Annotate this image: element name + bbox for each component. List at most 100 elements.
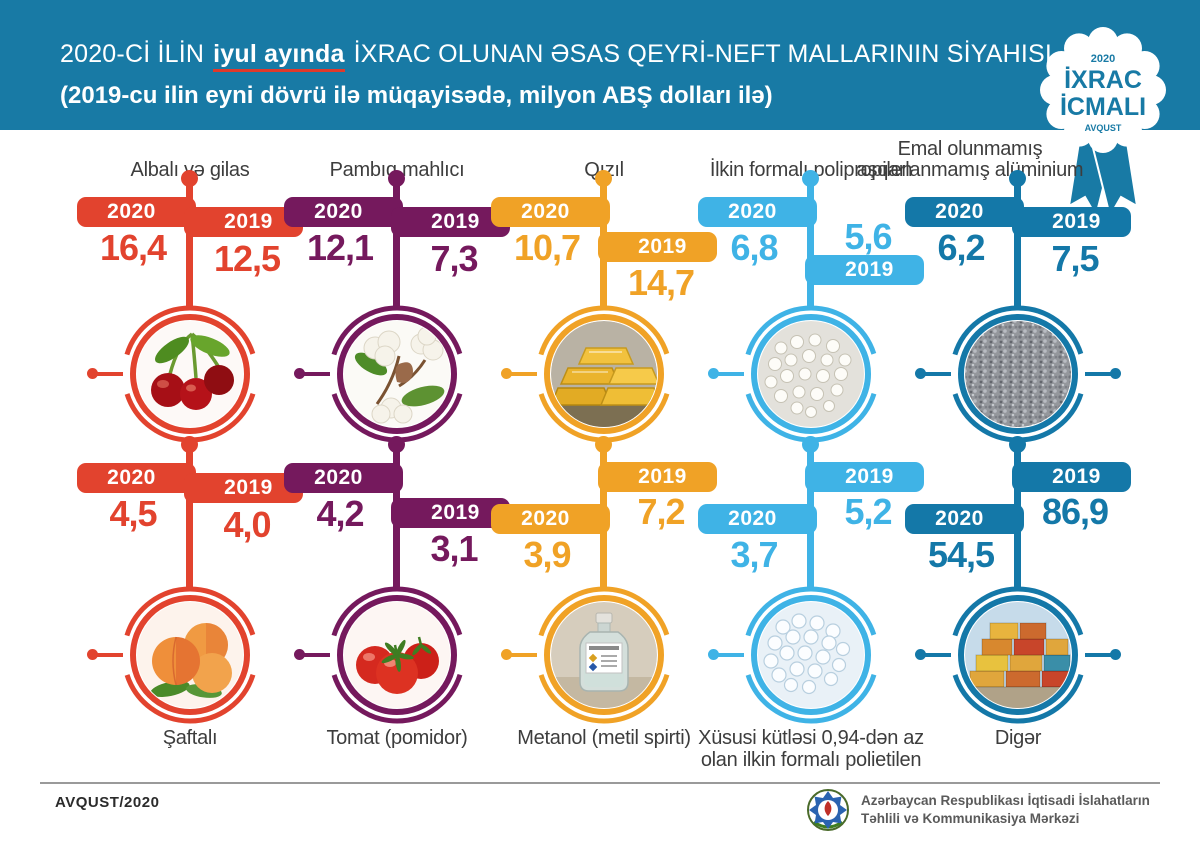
polyethylene-granules-image — [758, 602, 864, 708]
connector-line — [95, 372, 123, 376]
year-label: 2020 — [935, 200, 984, 223]
product-photo-circle — [534, 304, 674, 444]
year-ribbon-2019: 2019 — [391, 498, 510, 528]
year-ribbon-2020: 2020 — [77, 197, 196, 227]
year-label: 2019 — [1052, 210, 1101, 233]
pin-dot-icon — [1009, 170, 1026, 187]
connector-line — [1085, 372, 1113, 376]
value-2019: 86,9 — [1041, 491, 1109, 532]
product-name: Xüsusi kütləsi 0,94-dən az olan ilkin fo… — [698, 727, 924, 771]
year-ribbon-2019: 2019 — [1012, 207, 1131, 237]
year-ribbon-2019: 2019 — [805, 462, 924, 492]
header-band: 2020-Cİ İLİN iyul ayında İXRAC OLUNAN ƏSAS… — [0, 0, 1200, 130]
pin-dot-icon — [595, 436, 612, 453]
connector-line — [95, 653, 123, 657]
year-ribbon-2019: 2019 — [184, 473, 303, 503]
value-flag: 2020 10,7 2019 14,7 — [491, 170, 717, 306]
year-label: 2019 — [224, 210, 273, 233]
value-2019: 5,2 — [844, 491, 892, 532]
value-2019: 7,3 — [430, 238, 478, 279]
year-ribbon-2020: 2020 — [284, 463, 403, 493]
aluminium-image — [965, 321, 1071, 427]
product-name: Digər — [994, 727, 1042, 749]
connector-line — [716, 653, 744, 657]
value-2020: 3,9 — [523, 534, 571, 575]
product-card-polypropylene: İlkin formalı polipropilen 2020 6,8 5,6 … — [698, 118, 924, 458]
product-name: Şaftalı — [162, 727, 218, 749]
connector-line — [923, 372, 951, 376]
connector-line — [716, 372, 744, 376]
title-suffix: İXRAC OLUNAN ƏSAS QEYRİ-NEFT MALLARININ … — [353, 40, 1053, 68]
footer-divider — [40, 782, 1160, 784]
methanol-bottle-image — [551, 602, 657, 708]
product-photo-circle — [534, 585, 674, 725]
value-flag: 2020 6,8 5,6 2019 — [698, 170, 924, 306]
year-label: 2020 — [728, 507, 777, 530]
pin-dot-icon — [181, 170, 198, 187]
year-label: 2019 — [845, 465, 894, 488]
badge-line1: İXRAC — [1064, 66, 1142, 94]
year-label: 2020 — [521, 507, 570, 530]
value-2020: 4,5 — [109, 493, 157, 534]
product-name: Emal olunmamış aşqarlanmamış alüminium — [856, 137, 1084, 182]
pin-stem — [1014, 178, 1021, 306]
year-label: 2020 — [314, 200, 363, 223]
value-2019: 14,7 — [627, 262, 695, 303]
connector-line — [1085, 653, 1113, 657]
cherries-image — [137, 321, 243, 427]
value-flag: 2020 4,2 2019 3,1 — [284, 436, 510, 587]
value-2020: 6,2 — [937, 227, 985, 268]
product-card-aluminium: Emal olunmamış aşqarlanmamış alüminium 2… — [857, 118, 1131, 458]
title-highlight: iyul ayında — [213, 40, 345, 72]
pin-dot-icon — [388, 170, 405, 187]
connector-dot — [87, 368, 98, 379]
year-ribbon-2020: 2020 — [698, 197, 817, 227]
year-label: 2020 — [314, 466, 363, 489]
connector-dot — [294, 649, 305, 660]
page-title: 2020-Cİ İLİN iyul ayında İXRAC OLUNAN ƏSAS… — [60, 40, 1053, 72]
product-card-cherries: Albalı və gilas 2020 16,4 2019 12,5 — [77, 118, 303, 458]
value-2020: 10,7 — [513, 227, 581, 268]
connector-line — [302, 653, 330, 657]
pin-dot-icon — [802, 170, 819, 187]
connector-line — [302, 372, 330, 376]
organization-credit: Azərbaycan Respublikası İqtisadi İslahat… — [806, 788, 1150, 832]
pin-dot-icon — [1009, 436, 1026, 453]
badge-month: AVQUST — [1085, 123, 1122, 133]
connector-dot — [1110, 649, 1121, 660]
year-label: 2019 — [224, 476, 273, 499]
value-2020: 12,1 — [306, 227, 374, 268]
year-label: 2019 — [638, 465, 687, 488]
export-review-badge: 2020 İXRAC İCMALI AVQUST — [1028, 18, 1178, 233]
value-flag: 2019 5,2 2020 3,7 — [698, 436, 924, 587]
title-prefix: 2020-Cİ İLİN — [60, 40, 205, 68]
value-2019: 4,0 — [223, 504, 271, 545]
connector-dot — [501, 368, 512, 379]
value-flag: 2019 7,2 2020 3,9 — [491, 436, 717, 587]
pin-stem — [186, 444, 193, 587]
page-subtitle: (2019-cu ilin eyni dövrü ilə müqayisədə,… — [60, 82, 773, 109]
badge-ribbon-tails — [1067, 134, 1139, 219]
value-flag: 2020 6,2 2019 7,5 — [905, 170, 1131, 306]
value-2019: 3,1 — [430, 528, 478, 569]
year-label: 2020 — [107, 200, 156, 223]
year-label: 2020 — [728, 200, 777, 223]
product-card-other: 2019 86,9 2020 54,5 — [905, 436, 1131, 786]
year-label: 2019 — [1052, 465, 1101, 488]
product-photo-circle — [120, 304, 260, 444]
value-2020: 16,4 — [99, 227, 167, 268]
product-card-polyethylene: 2019 5,2 2020 3,7 — [698, 436, 924, 786]
year-label: 2019 — [638, 235, 687, 258]
pin-dot-icon — [595, 170, 612, 187]
connector-dot — [294, 368, 305, 379]
product-card-gold: Qızıl 2020 10,7 2019 14,7 — [491, 118, 717, 458]
year-ribbon-2019: 2019 — [1012, 462, 1131, 492]
pin-dot-icon — [388, 436, 405, 453]
connector-line — [509, 372, 537, 376]
connector-line — [509, 653, 537, 657]
product-photo-circle — [741, 585, 881, 725]
year-label: 2020 — [521, 200, 570, 223]
product-photo-circle — [948, 304, 1088, 444]
product-photo-circle — [327, 304, 467, 444]
value-2020: 3,7 — [730, 534, 778, 575]
